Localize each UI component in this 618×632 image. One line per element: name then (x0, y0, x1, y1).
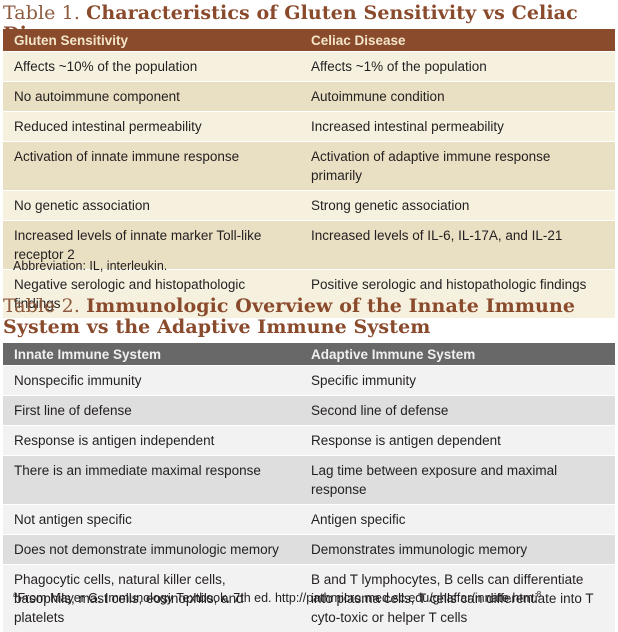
table1-footnote: Abbreviation: IL, interleukin. (13, 259, 167, 273)
table2-header-innate: Innate Immune System (3, 343, 300, 366)
table2-header-adaptive: Adaptive Immune System (300, 343, 615, 366)
footnote-text: From Mayer G. Immunology Textbook. 7th e… (17, 591, 536, 605)
table-row: Does not demonstrate immunologic memory … (3, 535, 615, 565)
table-cell: Does not demonstrate immunologic memory (3, 535, 300, 565)
table-row: Not antigen specific Antigen specific (3, 505, 615, 535)
table1: Gluten Sensitivity Celiac Disease Affect… (3, 29, 615, 318)
footnote-reference: 8 (537, 590, 541, 599)
table-row: No genetic association Strong genetic as… (3, 191, 615, 221)
table1-header-row: Gluten Sensitivity Celiac Disease (3, 29, 615, 52)
table-cell: Autoimmune condition (300, 82, 615, 112)
table-cell: Response is antigen independent (3, 426, 300, 456)
table2-label: Table 2. (3, 295, 80, 317)
table-cell: Demonstrates immunologic memory (300, 535, 615, 565)
table-row: Response is antigen independent Response… (3, 426, 615, 456)
table-cell: Increased intestinal permeability (300, 112, 615, 142)
table2: Innate Immune System Adaptive Immune Sys… (3, 343, 615, 632)
table-cell: Activation of innate immune response (3, 142, 300, 191)
table-cell: Response is antigen dependent (300, 426, 615, 456)
table2-header-row: Innate Immune System Adaptive Immune Sys… (3, 343, 615, 366)
table1-header-celiac: Celiac Disease (300, 29, 615, 52)
table-cell: No genetic association (3, 191, 300, 221)
table-row: Activation of innate immune response Act… (3, 142, 615, 191)
table-cell: Specific immunity (300, 366, 615, 396)
table1-label: Table 1. (3, 2, 80, 24)
table2-source-footnote: aFrom Mayer G. Immunology Textbook. 7th … (13, 590, 541, 605)
table-cell: Increased levels of IL-6, IL-17A, and IL… (300, 221, 615, 270)
table-row: Affects ~10% of the population Affects ~… (3, 52, 615, 82)
table2-caption: Table 2. Immunologic Overview of the Inn… (3, 296, 608, 338)
document-page: Table 1. Characteristics of Gluten Sensi… (0, 0, 618, 612)
table-cell: There is an immediate maximal response (3, 456, 300, 505)
table-cell: Antigen specific (300, 505, 615, 535)
table-row: No autoimmune component Autoimmune condi… (3, 82, 615, 112)
table-cell: Not antigen specific (3, 505, 300, 535)
table2-title: Immunologic Overview of the Innate Immun… (3, 295, 575, 338)
table-cell: Nonspecific immunity (3, 366, 300, 396)
table-cell: Affects ~1% of the population (300, 52, 615, 82)
table-cell: No autoimmune component (3, 82, 300, 112)
table1-header-gluten: Gluten Sensitivity (3, 29, 300, 52)
table-row: Reduced intestinal permeability Increase… (3, 112, 615, 142)
table-cell: Strong genetic association (300, 191, 615, 221)
table-row: There is an immediate maximal response L… (3, 456, 615, 505)
table-cell: First line of defense (3, 396, 300, 426)
table-cell: Activation of adaptive immune response p… (300, 142, 615, 191)
table-cell: Reduced intestinal permeability (3, 112, 300, 142)
table-row: First line of defense Second line of def… (3, 396, 615, 426)
table-cell: Second line of defense (300, 396, 615, 426)
table-row: Nonspecific immunity Specific immunity (3, 366, 615, 396)
table-cell: Affects ~10% of the population (3, 52, 300, 82)
table-cell: Lag time between exposure and maximal re… (300, 456, 615, 505)
